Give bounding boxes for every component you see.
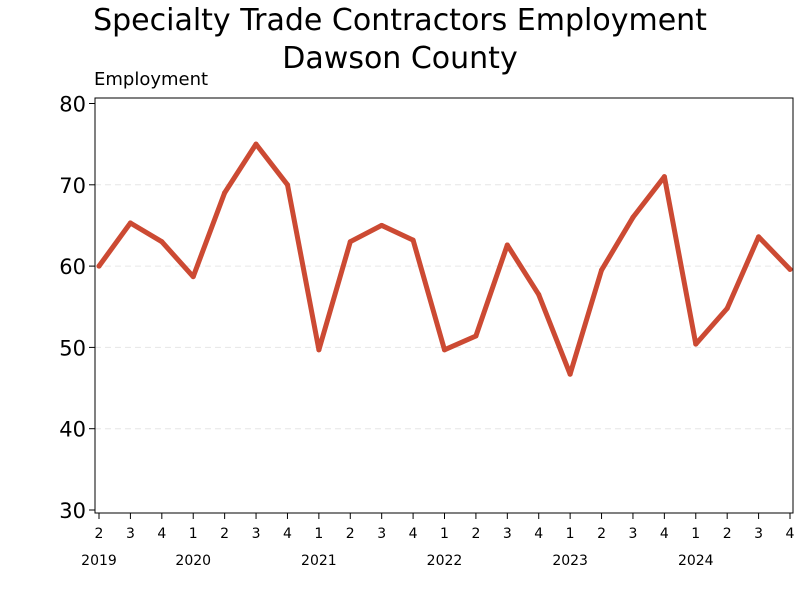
- x-year-label: 2024: [678, 553, 714, 569]
- x-year-label: 2020: [175, 553, 211, 569]
- y-tick-label: 50: [59, 336, 86, 360]
- data-point: [536, 292, 542, 298]
- data-point: [127, 220, 133, 226]
- x-quarter-label: 1: [314, 526, 323, 542]
- series-layer: [96, 141, 793, 377]
- data-point: [724, 305, 730, 311]
- x-quarter-label: 3: [628, 526, 637, 542]
- x-quarter-label: 4: [534, 526, 543, 542]
- y-tick-label: 80: [59, 93, 86, 117]
- x-quarter-label: 4: [660, 526, 669, 542]
- x-quarter-label: 2: [346, 526, 355, 542]
- data-point: [599, 267, 605, 273]
- x-quarter-label: 1: [566, 526, 575, 542]
- x-year-label: 2021: [301, 553, 337, 569]
- y-axis-label: Employment: [94, 69, 208, 90]
- x-quarter-label: 1: [189, 526, 198, 542]
- data-point: [693, 341, 699, 347]
- series-line: [96, 141, 793, 377]
- x-quarter-label: 4: [283, 526, 292, 542]
- x-year-label: 2023: [552, 553, 588, 569]
- x-quarter-label: 4: [157, 526, 166, 542]
- x-axis: 2 3 4 1 2 3 4 1 2 3 4 1 2 3 4 1 2 3 4 1 2 3 4 2019 2020 2021 2022 2…: [81, 513, 795, 569]
- data-point: [410, 237, 416, 243]
- data-point: [442, 347, 447, 353]
- x-year-label: 2019: [81, 553, 117, 569]
- y-axis: 30 40 50 60 70 80: [59, 93, 95, 523]
- data-point: [222, 190, 228, 196]
- data-point: [379, 222, 385, 228]
- y-tick-label: 60: [59, 255, 86, 279]
- x-quarter-label: 3: [252, 526, 261, 542]
- data-point: [190, 274, 196, 280]
- x-quarter-label: 4: [409, 526, 418, 542]
- data-point: [96, 263, 102, 269]
- data-point: [284, 182, 290, 188]
- data-point: [316, 347, 322, 353]
- x-quarter-label: 2: [220, 526, 229, 542]
- x-year-label: 2022: [427, 553, 463, 569]
- x-quarter-label: 3: [377, 526, 386, 542]
- y-tick-label: 40: [59, 418, 86, 442]
- x-quarter-label: 3: [126, 526, 135, 542]
- data-point: [787, 266, 793, 272]
- x-quarter-label: 1: [440, 526, 449, 542]
- y-tick-label: 70: [59, 174, 86, 198]
- x-quarter-label: 4: [786, 526, 795, 542]
- y-tick-label: 30: [59, 499, 86, 523]
- chart-title-line-2: Dawson County: [282, 41, 517, 76]
- x-quarter-label: 3: [503, 526, 512, 542]
- chart-title-line-1: Specialty Trade Contractors Employment: [93, 3, 707, 38]
- data-point: [756, 234, 762, 240]
- x-quarter-label: 1: [691, 526, 700, 542]
- gridlines: [95, 184, 793, 430]
- data-point: [567, 371, 573, 377]
- data-point: [473, 333, 479, 339]
- x-quarter-label: 2: [471, 526, 480, 542]
- x-quarter-label: 2: [597, 526, 606, 542]
- data-point: [630, 214, 636, 220]
- x-quarter-label: 2: [95, 526, 104, 542]
- data-point: [253, 141, 259, 147]
- x-quarter-label: 2: [723, 526, 732, 542]
- data-point: [159, 239, 165, 245]
- data-point: [661, 174, 667, 180]
- data-point: [347, 239, 353, 245]
- data-point: [504, 242, 510, 248]
- x-quarter-label: 3: [754, 526, 763, 542]
